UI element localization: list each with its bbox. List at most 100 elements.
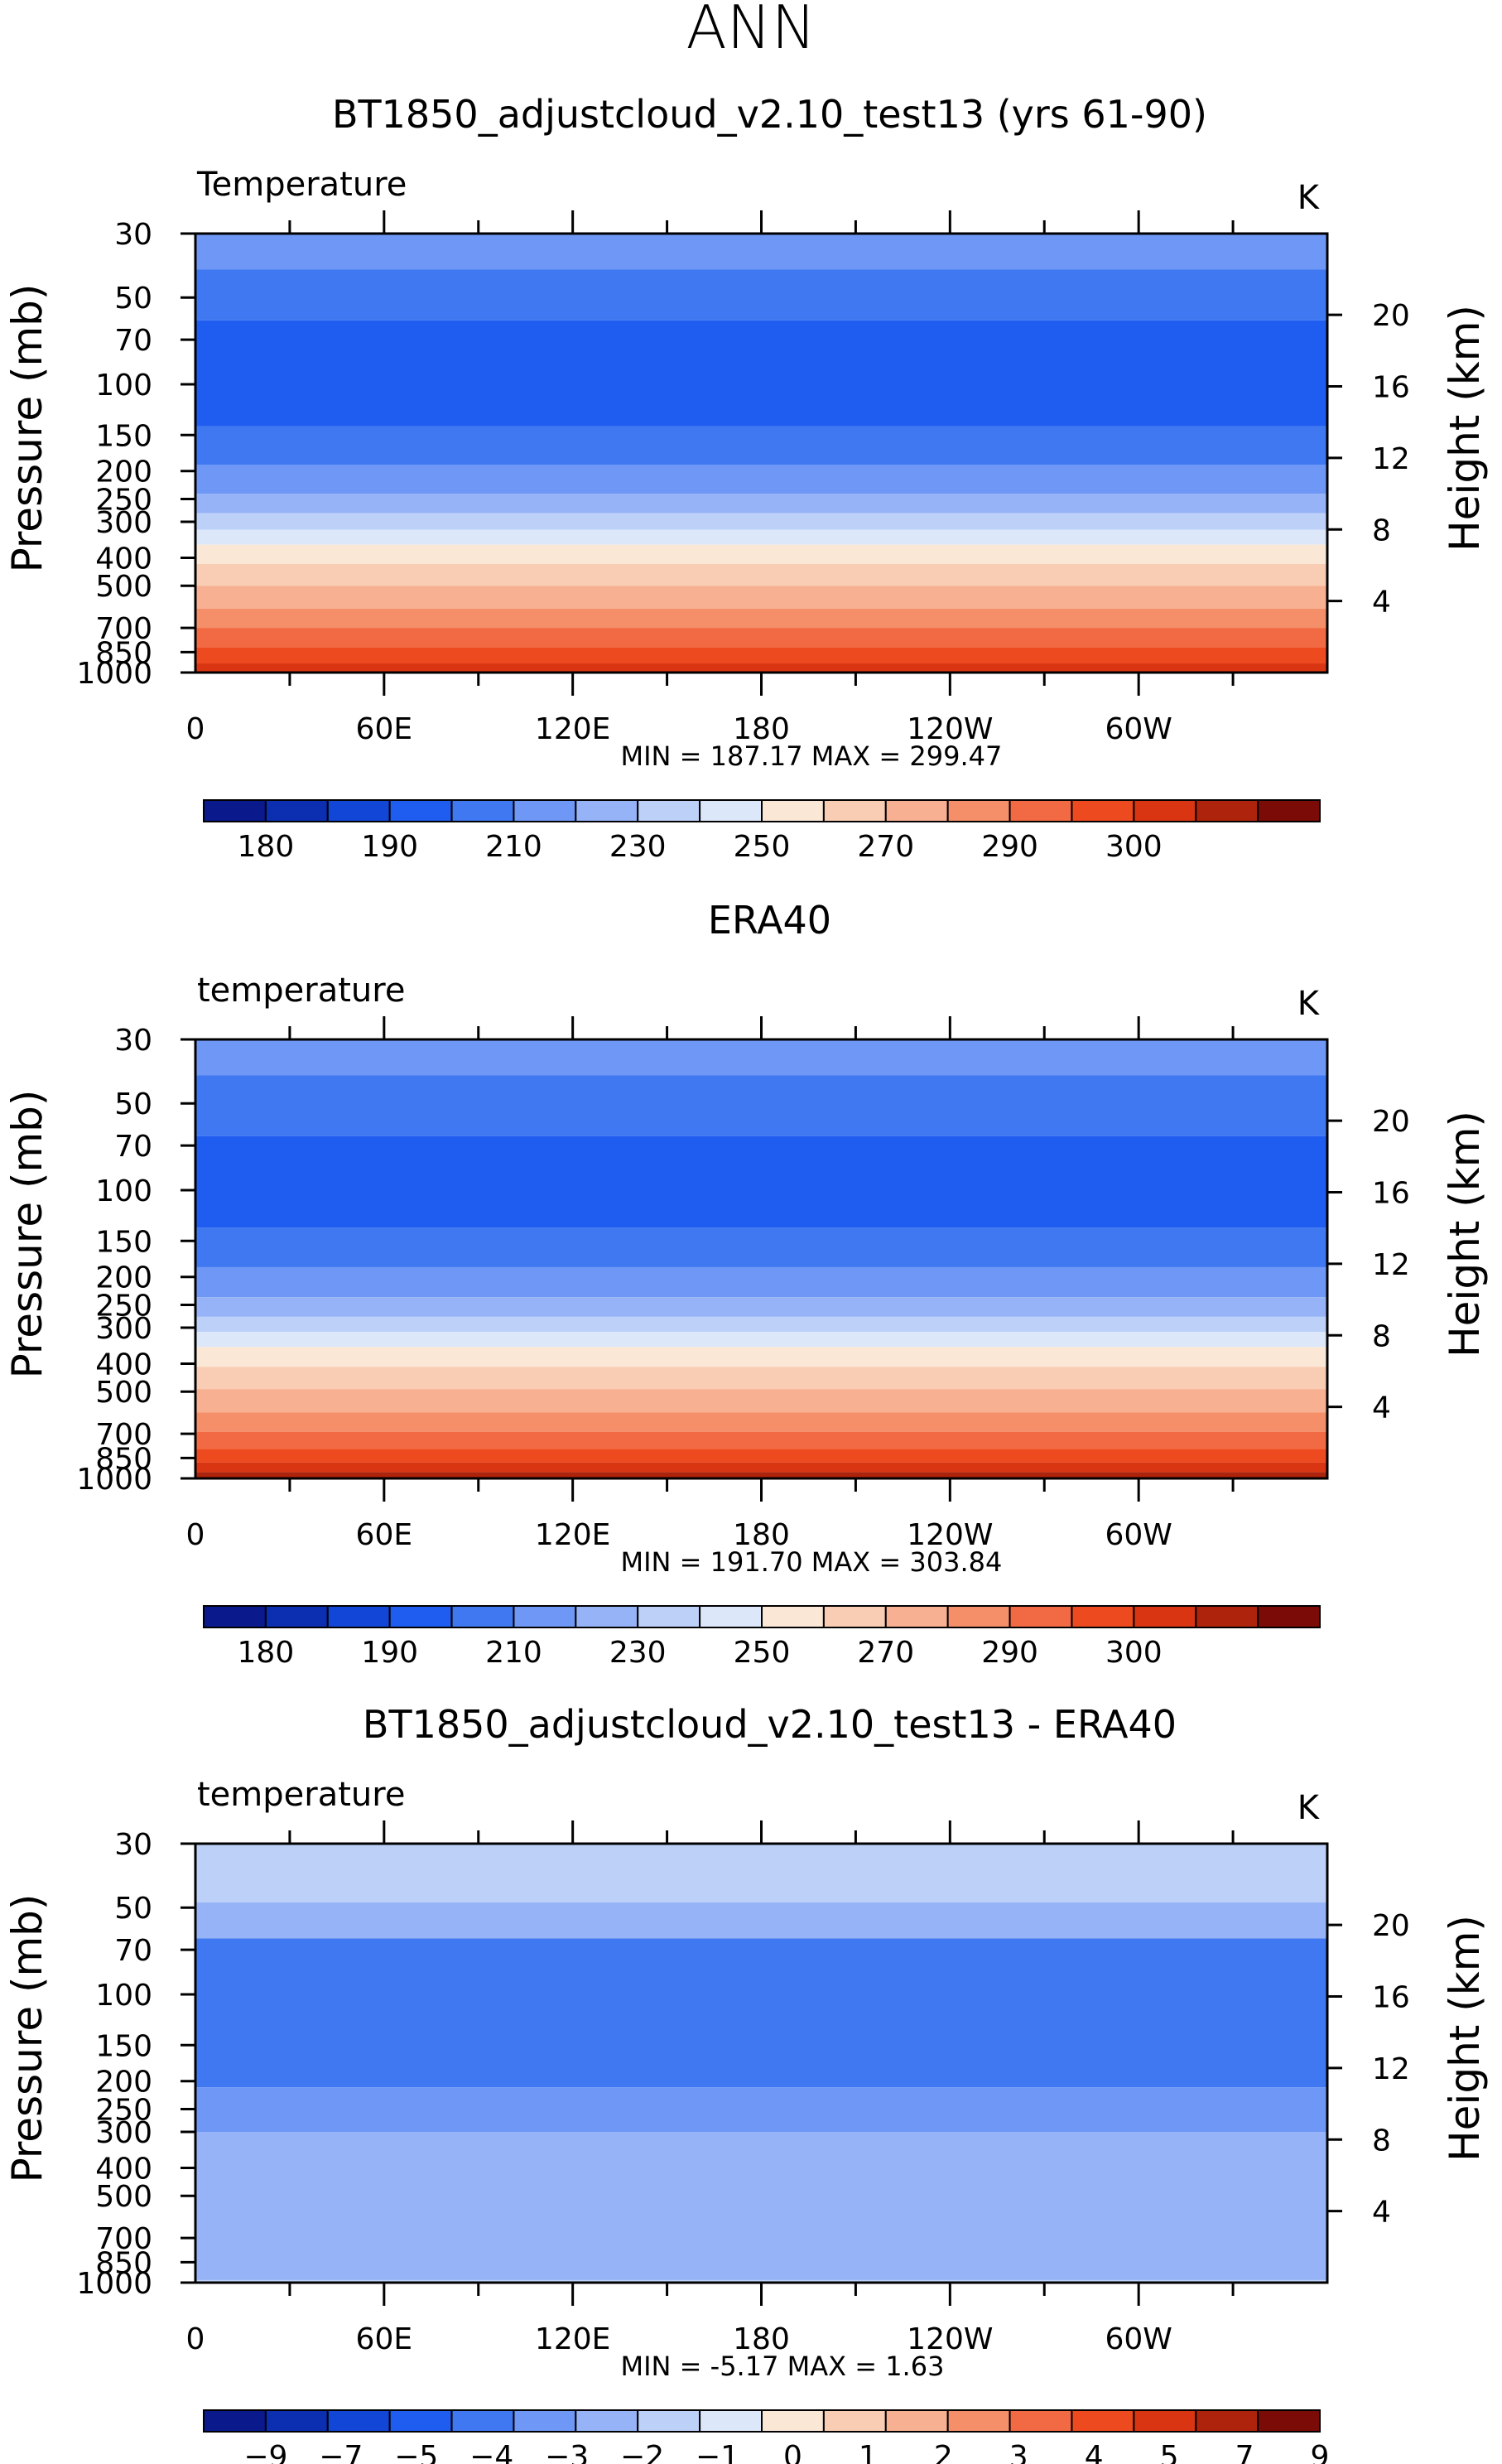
y-tick-label: 850	[95, 1442, 152, 1476]
colorbar-swatch	[513, 2409, 577, 2433]
y-tick-label: 300	[95, 1312, 152, 1346]
colorbar-label: 1	[859, 2440, 878, 2464]
colorbar-label: 230	[609, 1636, 667, 1670]
contour-band	[195, 1412, 1327, 1432]
colorbar-label: −7	[319, 2440, 363, 2464]
y-right-tick-label: 12	[1372, 2052, 1410, 2086]
colorbar-swatch	[575, 1605, 639, 1628]
contour-band	[195, 1136, 1327, 1228]
colorbar-label: 290	[981, 830, 1038, 864]
y-tick-label: 50	[114, 1892, 152, 1926]
y-right-tick-label: 8	[1372, 2124, 1391, 2158]
contour-band	[195, 1449, 1327, 1463]
x-tick-label: 60E	[356, 2322, 413, 2356]
colorbar-swatch	[1257, 799, 1321, 822]
colorbar-swatch	[326, 1605, 391, 1628]
y-tick-label: 30	[114, 218, 152, 252]
panel-era40: ERA40 temperature K Pressure (mb) Height…	[3, 898, 1489, 1670]
y-right-tick-label: 16	[1372, 371, 1410, 405]
contour-band	[195, 544, 1327, 564]
x-tick-label: 180	[733, 712, 790, 746]
colorbar-swatch	[946, 799, 1011, 822]
y-axis-label: Pressure (mb)	[3, 284, 51, 573]
min-max-label: MIN = 191.70 MAX = 303.84	[621, 1546, 1003, 1578]
contour-band	[195, 320, 1327, 427]
colorbar-swatch	[884, 799, 949, 822]
contour-band	[195, 1297, 1327, 1317]
colorbar-swatch	[1009, 1605, 1073, 1628]
colorbar-swatch	[699, 1605, 763, 1628]
x-tick-label: 180	[733, 2322, 790, 2356]
colorbar-swatch	[575, 799, 639, 822]
contour-band	[195, 464, 1327, 494]
y-right-tick-label: 20	[1372, 1909, 1410, 1943]
colorbar-swatch	[450, 799, 515, 822]
variable-label: Temperature	[196, 166, 407, 204]
y-tick-label: 150	[95, 419, 152, 453]
contour-band	[195, 608, 1327, 629]
colorbar-swatch	[822, 1605, 887, 1628]
contour-band	[195, 1472, 1327, 1478]
y-right-tick-label: 4	[1372, 1391, 1391, 1425]
contour-band	[195, 494, 1327, 514]
x-tick-label: 0	[186, 712, 205, 746]
y-tick-label: 70	[114, 1934, 152, 1968]
y-right-tick-label: 4	[1372, 586, 1391, 620]
colorbar-swatch	[761, 2409, 825, 2433]
colorbar-swatch	[884, 1605, 949, 1628]
y-tick-label: 100	[95, 1979, 152, 2013]
colorbar-label: −1	[696, 2440, 739, 2464]
y-tick-label: 1000	[76, 2267, 152, 2301]
colorbar-swatch	[388, 799, 453, 822]
colorbar-label: 250	[734, 1636, 791, 1670]
contour-band	[195, 1367, 1327, 1390]
colorbar: 180 190 210 230 250 270 290 300	[203, 1605, 1321, 1670]
x-tick-label: 60E	[356, 1518, 413, 1552]
contour-band	[195, 1227, 1327, 1267]
contour-band	[195, 1431, 1327, 1449]
y-tick-label: 400	[95, 542, 152, 576]
colorbar-label: 4	[1085, 2440, 1104, 2464]
y-tick-label: 150	[95, 1225, 152, 1259]
min-max-label: MIN = 187.17 MAX = 299.47	[621, 740, 1003, 772]
contour-band	[195, 1902, 1327, 1939]
contour-band	[195, 586, 1327, 609]
y-tick-label: 500	[95, 1376, 152, 1410]
colorbar-swatch	[1133, 1605, 1197, 1628]
y-tick-label: 250	[95, 2093, 152, 2127]
colorbar-swatch	[1009, 2409, 1073, 2433]
y-tick-label: 250	[95, 1289, 152, 1323]
contour-band	[195, 648, 1327, 664]
colorbar-swatch	[203, 2409, 267, 2433]
colorbar-label: 180	[238, 830, 295, 864]
y-tick-label: 50	[114, 1087, 152, 1121]
y-tick-label: 200	[95, 2066, 152, 2100]
colorbar-swatch	[326, 2409, 391, 2433]
colorbar-swatch	[822, 2409, 887, 2433]
contour-band	[195, 529, 1327, 545]
contour-band	[195, 1462, 1327, 1473]
y-right-tick-label: 20	[1372, 299, 1410, 333]
colorbar-label: 190	[361, 1636, 418, 1670]
contour-band	[195, 513, 1327, 530]
colorbar-swatch	[264, 799, 329, 822]
y-right-tick-label: 8	[1372, 1319, 1391, 1353]
y-tick-label: 150	[95, 2029, 152, 2063]
contour-band	[195, 1844, 1327, 1903]
y-right-tick-label: 16	[1372, 1177, 1410, 1211]
y-tick-label: 400	[95, 2153, 152, 2187]
units-label: K	[1297, 1789, 1321, 1827]
colorbar-swatch	[388, 2409, 453, 2433]
y-tick-label: 700	[95, 612, 152, 646]
y-tick-label: 100	[95, 1174, 152, 1208]
x-tick-label: 0	[186, 1518, 205, 1552]
y-axis-label: Pressure (mb)	[3, 1090, 51, 1379]
colorbar-label: 2	[934, 2440, 953, 2464]
y-tick-label: 850	[95, 636, 152, 670]
x-tick-label: 60E	[356, 712, 413, 746]
colorbar-swatch	[699, 2409, 763, 2433]
x-tick-label: 0	[186, 2322, 205, 2356]
colorbar-swatch	[1071, 2409, 1135, 2433]
colorbar-swatch	[699, 799, 763, 822]
colorbar-swatch	[822, 799, 887, 822]
